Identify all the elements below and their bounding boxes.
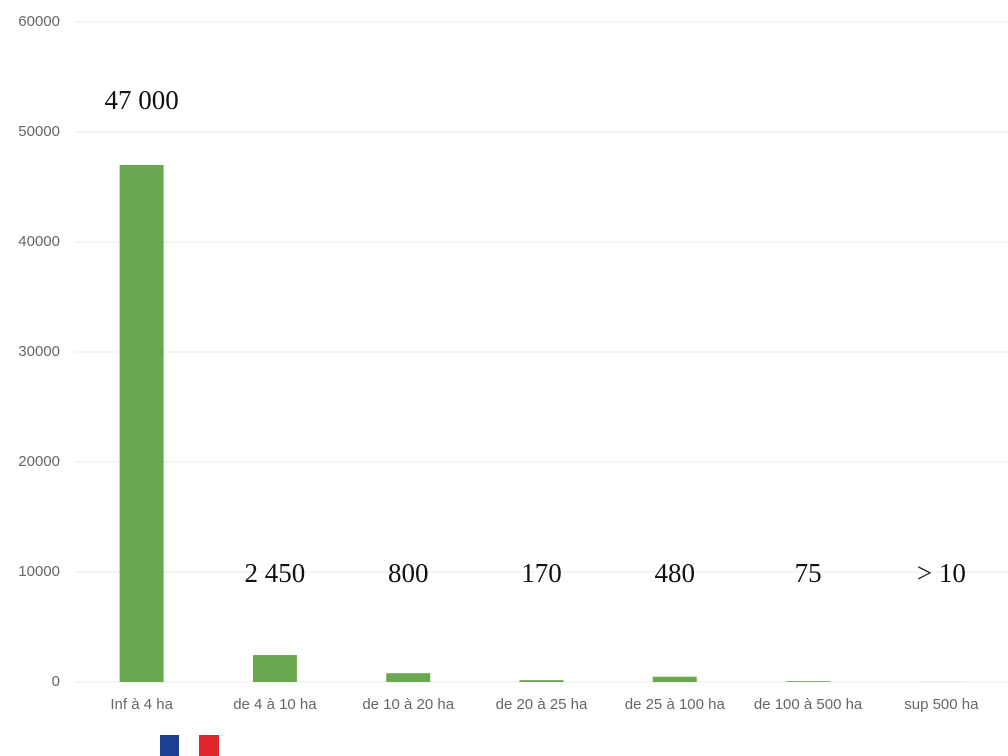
- bar: [652, 676, 697, 682]
- value-label: 170: [521, 558, 562, 588]
- logo: [160, 735, 219, 756]
- x-tick-label: de 4 à 10 ha: [233, 696, 317, 713]
- value-label: 75: [795, 558, 822, 588]
- y-tick-label: 0: [52, 673, 60, 690]
- bar: [386, 673, 431, 682]
- bar: [119, 165, 164, 682]
- y-tick-label: 40000: [18, 233, 60, 250]
- x-tick-label: de 10 à 20 ha: [362, 696, 454, 713]
- logo-blue: [160, 735, 179, 756]
- logo-white: [179, 735, 199, 756]
- x-tick-label: de 20 à 25 ha: [496, 696, 588, 713]
- value-label: 800: [388, 558, 429, 588]
- y-tick-label: 10000: [18, 563, 60, 580]
- y-tick-label: 60000: [18, 13, 60, 30]
- bar: [786, 681, 831, 682]
- bar: [252, 655, 297, 682]
- x-tick-label: sup 500 ha: [904, 696, 979, 713]
- value-label: 2 450: [245, 558, 306, 588]
- value-label: 480: [655, 558, 696, 588]
- x-tick-label: Inf à 4 ha: [110, 696, 173, 713]
- x-tick-label: de 25 à 100 ha: [625, 696, 726, 713]
- y-tick-label: 30000: [18, 343, 60, 360]
- y-tick-label: 50000: [18, 123, 60, 140]
- value-label: > 10: [917, 558, 966, 588]
- y-tick-label: 20000: [18, 453, 60, 470]
- bar: [519, 680, 564, 682]
- value-label: 47 000: [105, 85, 179, 115]
- x-tick-label: de 100 à 500 ha: [754, 696, 863, 713]
- logo-red: [199, 735, 219, 756]
